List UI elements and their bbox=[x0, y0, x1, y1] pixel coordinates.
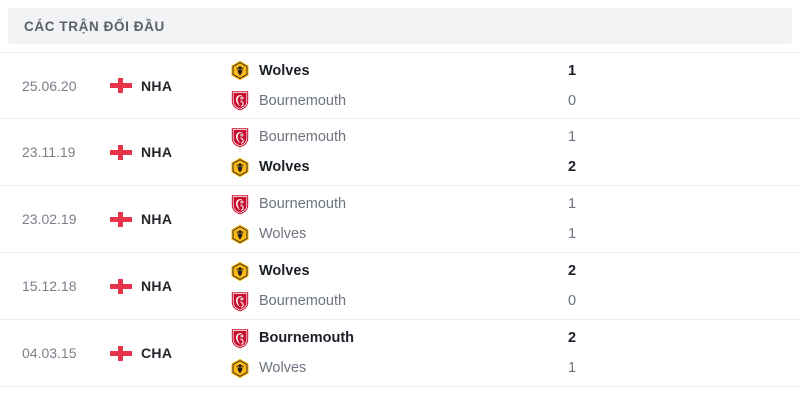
home-team[interactable]: Bournemouth bbox=[230, 194, 540, 215]
wolves-crest-icon bbox=[230, 358, 250, 379]
teams-cell: Wolves Bournemouth bbox=[220, 261, 540, 312]
home-team[interactable]: Wolves bbox=[230, 261, 540, 282]
wolves-crest-icon bbox=[230, 261, 250, 282]
match-list: 25.06.20 NHA Wolves Bournemouth 1 0 23.11.19 NH… bbox=[0, 52, 800, 387]
competition-cell: NHA bbox=[110, 144, 220, 160]
bournemouth-crest-icon bbox=[230, 328, 250, 349]
away-team-score: 1 bbox=[568, 226, 577, 242]
match-date: 15.12.18 bbox=[22, 278, 77, 294]
away-team-score: 2 bbox=[568, 159, 577, 175]
home-team-score: 2 bbox=[568, 263, 577, 279]
home-team-name: Bournemouth bbox=[259, 196, 347, 212]
bournemouth-crest-icon bbox=[230, 291, 250, 312]
match-date: 04.03.15 bbox=[22, 345, 77, 361]
away-team-name: Bournemouth bbox=[259, 92, 347, 109]
competition-cell: CHA bbox=[110, 345, 220, 361]
competition-cell: NHA bbox=[110, 278, 220, 294]
home-team-score: 2 bbox=[568, 330, 577, 346]
match-date: 25.06.20 bbox=[22, 77, 77, 94]
bournemouth-crest-icon bbox=[230, 194, 250, 215]
bournemouth-crest-icon bbox=[230, 90, 250, 111]
competition-code: NHA bbox=[141, 144, 173, 160]
competition-code: NHA bbox=[141, 278, 173, 294]
home-team-name: Wolves bbox=[259, 263, 310, 279]
match-row[interactable]: 23.02.19 NHA Bournemouth Wolves 1 1 bbox=[0, 186, 800, 253]
wolves-crest-icon bbox=[230, 224, 250, 245]
away-team[interactable]: Wolves bbox=[230, 224, 540, 245]
away-team-name: Wolves bbox=[259, 226, 307, 242]
home-team-name: Wolves bbox=[259, 62, 310, 79]
away-team[interactable]: Wolves bbox=[230, 358, 540, 379]
home-team-score: 1 bbox=[568, 196, 577, 212]
head-to-head-panel: CÁC TRẬN ĐỐI ĐẦU 25.06.20 NHA Wolves Bourne… bbox=[0, 8, 800, 387]
panel-header: CÁC TRẬN ĐỐI ĐẦU bbox=[8, 8, 792, 44]
teams-cell: Wolves Bournemouth bbox=[220, 60, 540, 111]
match-date: 23.11.19 bbox=[22, 144, 76, 160]
england-flag-icon bbox=[110, 211, 132, 227]
home-team-score: 1 bbox=[568, 129, 577, 145]
away-team[interactable]: Wolves bbox=[230, 157, 540, 178]
competition-code: NHA bbox=[141, 77, 173, 94]
page-title: CÁC TRẬN ĐỐI ĐẦU bbox=[24, 18, 165, 34]
match-row[interactable]: 23.11.19 NHA Bournemouth Wolves 1 2 bbox=[0, 119, 800, 186]
competition-cell: NHA bbox=[110, 78, 220, 94]
england-flag-icon bbox=[110, 144, 132, 160]
match-date: 23.02.19 bbox=[22, 211, 77, 227]
home-team[interactable]: Bournemouth bbox=[230, 328, 540, 349]
england-flag-icon bbox=[110, 78, 132, 93]
away-team-name: Wolves bbox=[259, 360, 307, 376]
home-team-name: Bournemouth bbox=[259, 330, 355, 346]
teams-cell: Bournemouth Wolves bbox=[220, 194, 540, 245]
match-row[interactable]: 25.06.20 NHA Wolves Bournemouth 1 0 bbox=[0, 52, 800, 119]
home-team-score: 1 bbox=[568, 62, 577, 79]
england-flag-icon bbox=[110, 345, 132, 361]
competition-code: NHA bbox=[141, 211, 173, 227]
home-team-name: Bournemouth bbox=[259, 129, 347, 145]
away-team-name: Bournemouth bbox=[259, 293, 347, 309]
away-team-score: 0 bbox=[568, 293, 577, 309]
bournemouth-crest-icon bbox=[230, 127, 250, 148]
competition-code: CHA bbox=[141, 345, 173, 361]
away-team-name: Wolves bbox=[259, 159, 310, 175]
home-team[interactable]: Wolves bbox=[230, 60, 540, 81]
teams-cell: Bournemouth Wolves bbox=[220, 328, 540, 379]
away-team-score: 1 bbox=[568, 360, 577, 376]
away-team[interactable]: Bournemouth bbox=[230, 291, 540, 312]
match-row[interactable]: 04.03.15 CHA Bournemouth Wolves 2 1 bbox=[0, 320, 800, 387]
home-team[interactable]: Bournemouth bbox=[230, 127, 540, 148]
wolves-crest-icon bbox=[230, 60, 250, 81]
teams-cell: Bournemouth Wolves bbox=[220, 127, 540, 178]
england-flag-icon bbox=[110, 278, 132, 294]
away-team-score: 0 bbox=[568, 92, 577, 109]
competition-cell: NHA bbox=[110, 211, 220, 227]
wolves-crest-icon bbox=[230, 157, 250, 178]
match-row[interactable]: 15.12.18 NHA Wolves Bournemouth 2 0 bbox=[0, 253, 800, 320]
away-team[interactable]: Bournemouth bbox=[230, 90, 540, 111]
